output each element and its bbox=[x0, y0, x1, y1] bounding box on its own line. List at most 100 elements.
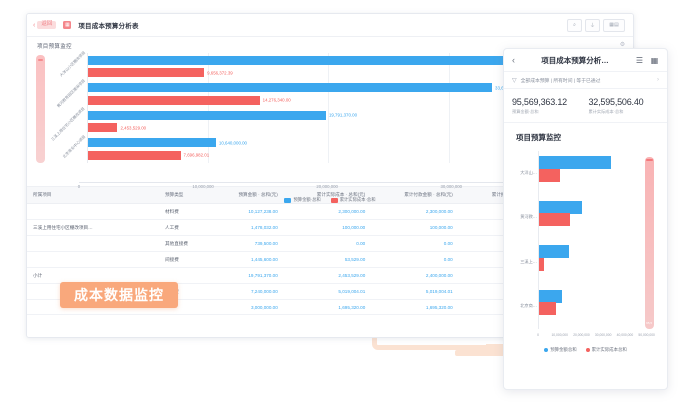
chart-bar[interactable]: 10,640,000.00 bbox=[88, 138, 247, 148]
table-cell bbox=[159, 267, 210, 284]
legend-item[interactable]: 预算金额总和 bbox=[544, 347, 577, 353]
table-cell: 三溪上用住宅小区棚改项目… bbox=[27, 219, 159, 236]
chart-bar[interactable]: 14,276,340.00 bbox=[88, 95, 291, 105]
chart-bar[interactable]: 33,606,407.80 bbox=[88, 83, 523, 93]
table-cell: 5,019,004.01 bbox=[371, 283, 459, 300]
table-column-header[interactable]: 累计付款金额 · 总和(元) bbox=[371, 187, 459, 204]
filter-icon[interactable]: ⏚ bbox=[585, 18, 600, 32]
table-cell: 100,000.00 bbox=[371, 219, 459, 236]
chart-bar[interactable] bbox=[539, 289, 562, 303]
list-icon[interactable]: ☰ bbox=[635, 55, 644, 65]
chart-bar[interactable]: 19,791,370.00 bbox=[88, 110, 357, 120]
grid-line bbox=[328, 53, 330, 163]
table-column-header[interactable]: 所属项目 bbox=[27, 187, 159, 204]
table-column-header[interactable]: 预算金额 · 总和(元) bbox=[209, 187, 284, 204]
y-axis-tick: 北京商业中心项目 bbox=[61, 134, 87, 159]
mobile-header: ‹ 项目成本预算分析… ☰ ▦ bbox=[504, 49, 667, 72]
grid-icon[interactable]: ▦ bbox=[650, 55, 659, 65]
bar-value-label: 10,640,000.00 bbox=[218, 140, 247, 146]
chevron-left-icon[interactable]: ‹ bbox=[512, 54, 515, 65]
page-title: 项目成本预算分析表 bbox=[78, 23, 139, 30]
y-axis-tick: 黄河教育园区建设项目 bbox=[56, 78, 87, 109]
chevron-right-icon: › bbox=[657, 77, 659, 83]
x-axis-tick: 10,000,000 bbox=[192, 184, 214, 189]
search-icon[interactable]: ⌕ bbox=[567, 18, 582, 32]
chart-bar[interactable] bbox=[539, 200, 582, 214]
chart-bar[interactable] bbox=[539, 245, 570, 259]
kpi-label: 预算金额·总和 bbox=[512, 109, 539, 114]
chart-bar[interactable]: 7,696,982.01 bbox=[88, 150, 209, 160]
gauge-value: 95,5 bbox=[646, 321, 652, 325]
legend-item[interactable]: 累计实际成本·总和 bbox=[330, 197, 376, 203]
x-axis-tick: 10,000,000 bbox=[551, 333, 568, 337]
gear-icon[interactable]: ⚙ bbox=[619, 42, 626, 48]
grid-line bbox=[448, 53, 450, 163]
x-axis-tick: 20,000,000 bbox=[316, 184, 338, 189]
mobile-filter-bar[interactable]: ▽ 全部成本预算 | 所有时间 | 等于已通过 › bbox=[504, 72, 667, 89]
x-axis-tick: 40,000,000 bbox=[616, 333, 634, 337]
toolbar-actions: ⌕ ⏚ ▦▤ bbox=[567, 18, 627, 32]
table-cell: 19,791,370.00 bbox=[209, 267, 284, 284]
chart-bar[interactable]: 2,453,529.00 bbox=[88, 123, 146, 133]
table-cell: 1,695,320.00 bbox=[371, 299, 459, 315]
table-cell bbox=[27, 235, 159, 252]
chart-y-axis-labels: 大洋山小区棚改项目 黄河教育园区建设项目 三溪上用住宅小区棚改项目 北京商业中心项目 bbox=[31, 37, 87, 158]
table-cell: 2,453,529.00 bbox=[283, 267, 372, 284]
table-cell: 间接费 bbox=[159, 251, 210, 268]
table-cell: 739,500.00 bbox=[209, 235, 284, 252]
table-cell: 1,445,600.00 bbox=[209, 251, 284, 268]
chart-bar[interactable] bbox=[539, 213, 570, 227]
chart-bar[interactable] bbox=[539, 168, 560, 182]
chart-title: 项目预算监控 bbox=[37, 44, 72, 50]
mobile-chart-legend: 预算金额总和 累计实际成本总和 bbox=[504, 347, 667, 353]
table-cell: 0.00 bbox=[371, 251, 459, 268]
table-cell: 材料费 bbox=[159, 203, 210, 220]
chart-bar[interactable] bbox=[88, 55, 593, 65]
table-cell: 1,478,032.00 bbox=[209, 219, 284, 236]
table-cell: 3,000,000.00 bbox=[209, 299, 284, 315]
monitor-neck-decoration bbox=[486, 344, 504, 354]
table-cell: 2,300,000.00 bbox=[283, 203, 372, 220]
x-axis-tick: 30,000,000 bbox=[440, 184, 463, 189]
legend-label: 累计实际成本·总和 bbox=[339, 197, 376, 202]
chart-panel: 项目预算监控 ⚙ 大洋山小区棚改项目 黄河教育园区建设项目 三溪上用住宅小区棚改项目… bbox=[27, 37, 633, 203]
kpi-value: 32,595,506.40 bbox=[588, 97, 644, 107]
table-column-header[interactable]: 累计实际成本 · 总和(元) bbox=[283, 187, 372, 204]
table-column-header[interactable]: 预算类型 bbox=[159, 187, 210, 204]
table-cell: 人工费 bbox=[159, 219, 210, 236]
x-axis-tick: 0 bbox=[537, 333, 539, 337]
mobile-title: 项目成本预算分析… bbox=[541, 55, 609, 65]
mobile-plot-area: 大洋山… 黄河教… 三溪上… 北京商… bbox=[520, 151, 651, 329]
grid-view-icon[interactable]: ▦▤ bbox=[603, 18, 625, 32]
table-cell: 7,240,000.00 bbox=[209, 283, 284, 300]
x-axis-tick: 0 bbox=[77, 184, 81, 189]
legend-label: 预算金额总和 bbox=[550, 347, 577, 352]
legend-item[interactable]: 预算金额·总和 bbox=[284, 197, 321, 203]
back-button[interactable]: ‹ 返回 bbox=[33, 21, 57, 29]
table-cell: 2,300,000.00 bbox=[371, 203, 459, 220]
table-cell: 53,529.00 bbox=[283, 251, 372, 268]
legend-dot bbox=[585, 348, 590, 352]
legend-dot bbox=[544, 348, 549, 352]
legend-item[interactable]: 累计实际成本总和 bbox=[585, 347, 627, 353]
y-axis-tick: 三溪上… bbox=[520, 258, 537, 264]
kpi-value: 95,569,363.12 bbox=[512, 97, 567, 107]
bar-value-label: 9,656,372.39 bbox=[207, 70, 233, 76]
table-cell: 10,127,238.00 bbox=[209, 203, 284, 220]
table-cell: 100,000.00 bbox=[283, 219, 372, 236]
grid-line bbox=[208, 53, 210, 163]
y-axis-tick: 黄河教… bbox=[520, 214, 537, 220]
table-cell: 其他直接费 bbox=[159, 235, 210, 252]
legend-label: 预算金额·总和 bbox=[293, 197, 321, 202]
y-axis-tick: 大洋山小区棚改项目 bbox=[59, 50, 87, 78]
chart-bar[interactable] bbox=[539, 156, 612, 170]
side-gauge-indicator bbox=[36, 55, 45, 163]
chart-bar[interactable]: 9,656,372.39 bbox=[88, 68, 233, 78]
x-axis-tick: 50,000,000 bbox=[638, 333, 655, 337]
chart-x-axis-line bbox=[79, 182, 625, 183]
bar-value-label: 7,696,982.01 bbox=[183, 152, 210, 158]
chart-bar[interactable] bbox=[539, 302, 556, 316]
chart-bar[interactable] bbox=[539, 257, 545, 271]
chevron-left-icon: ‹ bbox=[33, 21, 36, 29]
table-cell: 1,695,320.00 bbox=[283, 299, 372, 315]
